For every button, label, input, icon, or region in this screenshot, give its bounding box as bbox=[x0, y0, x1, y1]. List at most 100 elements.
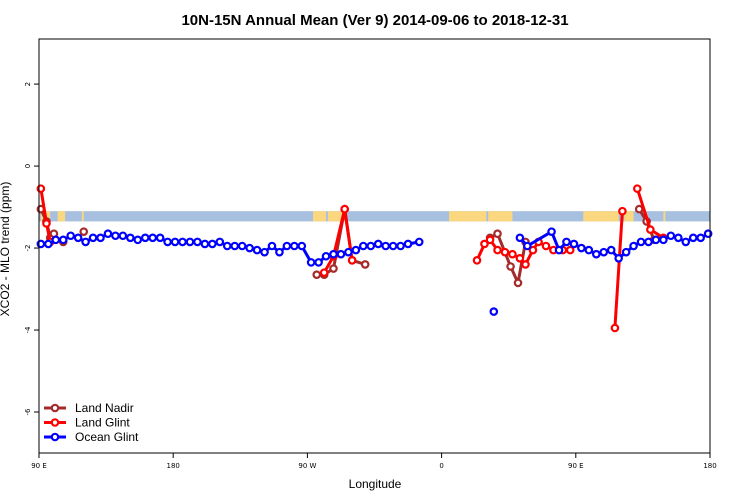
data-point bbox=[81, 237, 90, 247]
data-point bbox=[500, 247, 510, 257]
data-point bbox=[44, 239, 53, 249]
data-point bbox=[644, 237, 653, 247]
legend-item: Land Nadir bbox=[44, 401, 134, 415]
data-point bbox=[381, 241, 390, 251]
data-point bbox=[275, 247, 284, 257]
data-point bbox=[163, 237, 172, 247]
data-point bbox=[696, 233, 705, 243]
data-point bbox=[314, 258, 323, 267]
land-segment bbox=[624, 211, 634, 222]
series-line bbox=[613, 211, 624, 329]
data-point bbox=[577, 243, 586, 253]
data-point bbox=[321, 251, 331, 261]
data-point bbox=[312, 270, 322, 279]
data-point bbox=[666, 231, 676, 241]
data-point bbox=[396, 241, 405, 251]
x-axis-label: Longitude bbox=[349, 477, 402, 491]
data-point bbox=[319, 268, 329, 277]
data-point bbox=[66, 231, 75, 241]
data-point bbox=[360, 260, 370, 269]
land-segment bbox=[312, 211, 327, 222]
x-tick-label: 90 W bbox=[298, 462, 316, 470]
legend-item: Ocean Glint bbox=[44, 430, 139, 444]
x-tick-label: 180 bbox=[167, 462, 180, 470]
data-point bbox=[388, 241, 398, 251]
land-ocean-strip bbox=[39, 211, 710, 222]
data-point bbox=[569, 239, 579, 249]
data-point bbox=[554, 245, 564, 255]
data-point bbox=[344, 247, 353, 257]
data-point bbox=[493, 245, 502, 255]
data-point bbox=[347, 256, 357, 265]
data-point bbox=[599, 247, 609, 257]
legend-swatch-marker bbox=[50, 432, 60, 442]
legend-label: Ocean Glint bbox=[75, 430, 139, 444]
data-point bbox=[606, 245, 616, 255]
data-point bbox=[493, 229, 502, 239]
data-point bbox=[133, 235, 143, 245]
data-point bbox=[592, 249, 601, 259]
land-segment bbox=[81, 211, 84, 222]
data-point bbox=[681, 237, 691, 247]
series-ocean-glint bbox=[36, 227, 713, 316]
data-point bbox=[618, 206, 627, 216]
data-point bbox=[621, 247, 631, 257]
data-point bbox=[508, 249, 517, 259]
land-segment bbox=[327, 211, 345, 222]
data-point bbox=[42, 219, 51, 228]
data-point bbox=[170, 237, 180, 247]
data-point bbox=[79, 227, 89, 236]
legend-swatch-marker bbox=[50, 403, 60, 413]
data-point bbox=[547, 227, 556, 236]
data-point bbox=[523, 241, 532, 251]
data-point bbox=[222, 241, 232, 251]
chart-title: 10N-15N Annual Mean (Ver 9) 2014-09-06 t… bbox=[181, 12, 568, 29]
data-point bbox=[51, 235, 61, 245]
data-point bbox=[267, 241, 277, 251]
data-point bbox=[58, 235, 68, 245]
data-point bbox=[629, 241, 638, 251]
land-segment bbox=[449, 211, 487, 222]
data-point bbox=[103, 229, 113, 239]
data-point bbox=[178, 237, 187, 247]
y-tick-label: -2 bbox=[24, 245, 32, 252]
data-point bbox=[513, 278, 523, 288]
data-point bbox=[688, 233, 698, 243]
data-point bbox=[359, 241, 368, 251]
data-point bbox=[414, 237, 424, 247]
data-point bbox=[140, 233, 150, 243]
data-point bbox=[528, 245, 538, 255]
x-tick-label: 90 E bbox=[568, 462, 584, 470]
data-point bbox=[237, 241, 247, 251]
data-point bbox=[88, 233, 98, 243]
y-axis-label: XCO2 - MLO trend (ppm) bbox=[0, 182, 12, 317]
legend-item: Land Glint bbox=[44, 416, 130, 430]
data-point bbox=[336, 249, 346, 259]
y-tick-label: -6 bbox=[24, 408, 32, 416]
land-segment bbox=[583, 211, 619, 222]
data-point bbox=[521, 260, 530, 269]
data-point bbox=[297, 241, 307, 251]
axes: 90 E 180 90 W 0 90 E 180 2 0 -2 -4 -6 bbox=[24, 38, 717, 470]
data-point bbox=[329, 264, 338, 273]
legend-label: Land Nadir bbox=[75, 401, 134, 415]
data-point bbox=[185, 237, 195, 247]
data-point bbox=[562, 237, 571, 247]
data-point bbox=[252, 245, 262, 255]
series-land-glint bbox=[36, 184, 668, 333]
data-point bbox=[506, 262, 515, 271]
legend-label: Land Glint bbox=[75, 416, 130, 430]
data-point bbox=[366, 241, 376, 251]
y-tick-label: 2 bbox=[24, 82, 32, 86]
data-point bbox=[208, 239, 217, 249]
data-point bbox=[403, 239, 413, 249]
land-segment bbox=[663, 211, 666, 222]
data-point bbox=[329, 249, 338, 259]
data-point bbox=[118, 231, 128, 241]
data-point bbox=[230, 241, 240, 251]
data-point bbox=[373, 239, 383, 249]
ocean-strip bbox=[39, 211, 710, 222]
data-point bbox=[634, 204, 644, 214]
data-point bbox=[636, 237, 646, 247]
